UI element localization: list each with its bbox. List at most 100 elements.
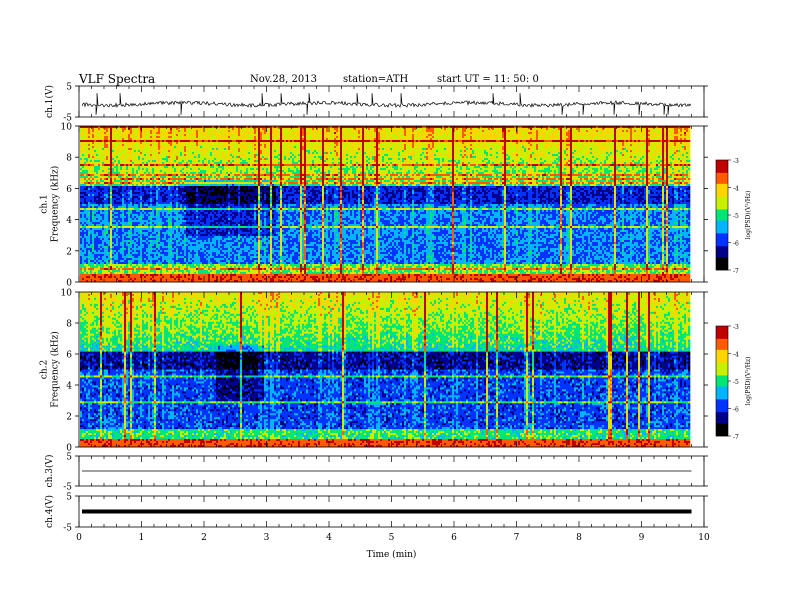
spectrogram-cell xyxy=(634,130,636,132)
spectrogram-cell xyxy=(154,132,156,134)
spectrogram-cell xyxy=(598,128,600,130)
spectrogram-cell xyxy=(442,130,444,132)
spectrogram-cell xyxy=(392,130,394,132)
spectrogram-cell xyxy=(424,128,426,130)
spectrogram-cell xyxy=(492,128,494,130)
spectrogram-cell xyxy=(186,128,188,130)
spectrogram-cell xyxy=(180,132,182,134)
spectrogram-cell xyxy=(562,130,564,132)
spectrogram-cell xyxy=(250,130,252,132)
spectrogram-cell xyxy=(166,132,168,134)
spectrogram-cell xyxy=(122,128,124,130)
spectrogram-cell xyxy=(480,128,482,130)
spectrogram-cell xyxy=(274,130,276,132)
spectrogram-cell xyxy=(412,130,414,132)
spectrogram-cell xyxy=(472,130,474,132)
spectrogram-cell xyxy=(398,128,400,130)
ch1-waveform-ylabel: ch.1(V) xyxy=(44,85,55,118)
spectrogram-cell xyxy=(374,128,376,130)
spectrogram-cell xyxy=(626,128,628,130)
spectrogram-cell xyxy=(132,132,134,134)
spectrogram-cell xyxy=(306,128,308,130)
spectrogram-cell xyxy=(592,128,594,130)
spectrogram-cell xyxy=(162,128,164,130)
spectrogram-cell xyxy=(558,128,560,130)
spectrogram-cell xyxy=(212,130,214,132)
spectrogram-cell xyxy=(488,128,490,130)
spectrogram-cell xyxy=(542,130,544,132)
spectrogram-cell xyxy=(292,128,294,130)
spectrogram-cell xyxy=(298,132,300,134)
spectrogram-cell xyxy=(468,128,470,130)
spectrogram-cell xyxy=(396,130,398,132)
spectrogram-cell xyxy=(122,130,124,132)
spectrogram-cell xyxy=(142,128,144,130)
spectrogram-cell xyxy=(194,128,196,130)
spectrogram-cell xyxy=(388,128,390,130)
spectrogram-cell xyxy=(92,130,94,132)
spectrogram-cell xyxy=(188,130,190,132)
spectrogram-cell xyxy=(306,132,308,134)
spectrogram-cell xyxy=(610,128,612,130)
spectrogram-cell xyxy=(474,128,476,130)
spectrogram-cell xyxy=(676,130,678,132)
spectrogram-cell xyxy=(360,130,362,132)
spectrogram-cell xyxy=(410,130,412,132)
spectrogram-cell xyxy=(144,132,146,134)
spectrogram-cell xyxy=(214,132,216,134)
spectrogram-cell xyxy=(662,128,664,130)
spectrogram-cell xyxy=(648,128,650,130)
spectrogram-cell xyxy=(256,128,258,130)
spectrogram-cell xyxy=(556,130,558,132)
spectrogram-cell xyxy=(450,130,452,132)
spectrogram-cell xyxy=(444,130,446,132)
spectrogram-cell xyxy=(594,130,596,132)
spectrogram-cell xyxy=(616,130,618,132)
spectrogram-cell xyxy=(110,128,112,130)
spectrogram-cell xyxy=(612,130,614,132)
spectrogram-cell xyxy=(196,132,198,134)
spectrogram-cell xyxy=(588,128,590,130)
spectrogram-cell xyxy=(656,130,658,132)
spectrogram-cell xyxy=(236,128,238,130)
spectrogram-cell xyxy=(172,130,174,132)
spectrogram-cell xyxy=(460,130,462,132)
spectrogram-cell xyxy=(114,132,116,134)
spectrogram-cell xyxy=(310,128,312,130)
spectrogram-cell xyxy=(626,130,628,132)
spectrogram-cell xyxy=(430,128,432,130)
spectrogram-cell xyxy=(286,132,288,134)
spectrogram-cell xyxy=(436,128,438,130)
spectrogram-cell xyxy=(96,128,98,130)
spectrogram-cell xyxy=(666,130,668,132)
spectrogram-cell xyxy=(290,132,292,134)
spectrogram-cell xyxy=(276,132,278,134)
spectrogram-cell xyxy=(110,132,112,134)
spectrogram-cell xyxy=(322,132,324,134)
spectrogram-cell xyxy=(312,132,314,134)
spectrogram-cell xyxy=(124,130,126,132)
spectrogram-cell xyxy=(548,128,550,130)
spectrogram-cell xyxy=(166,130,168,132)
spectrogram-cell xyxy=(292,132,294,134)
spectrogram-cell xyxy=(222,128,224,130)
spectrogram-cell xyxy=(192,132,194,134)
spectrogram-cell xyxy=(86,130,88,132)
spectrogram-cell xyxy=(230,128,232,130)
spectrogram-cell xyxy=(372,130,374,132)
spectrogram-cell xyxy=(126,132,128,134)
spectrogram-cell xyxy=(528,130,530,132)
spectrogram-cell xyxy=(320,128,322,130)
spectrogram-cell xyxy=(414,128,416,130)
spectrogram-cell xyxy=(172,132,174,134)
spectrogram-cell xyxy=(318,132,320,134)
spectrogram-cell xyxy=(162,130,164,132)
spectrogram-cell xyxy=(340,130,342,132)
spectrogram-cell xyxy=(246,130,248,132)
spectrogram-cell xyxy=(576,128,578,130)
spectrogram-cell xyxy=(608,130,610,132)
spectrogram-cell xyxy=(624,130,626,132)
spectrogram-cell xyxy=(518,128,520,130)
spectrogram-cell xyxy=(82,130,84,132)
spectrogram-cell xyxy=(652,130,654,132)
